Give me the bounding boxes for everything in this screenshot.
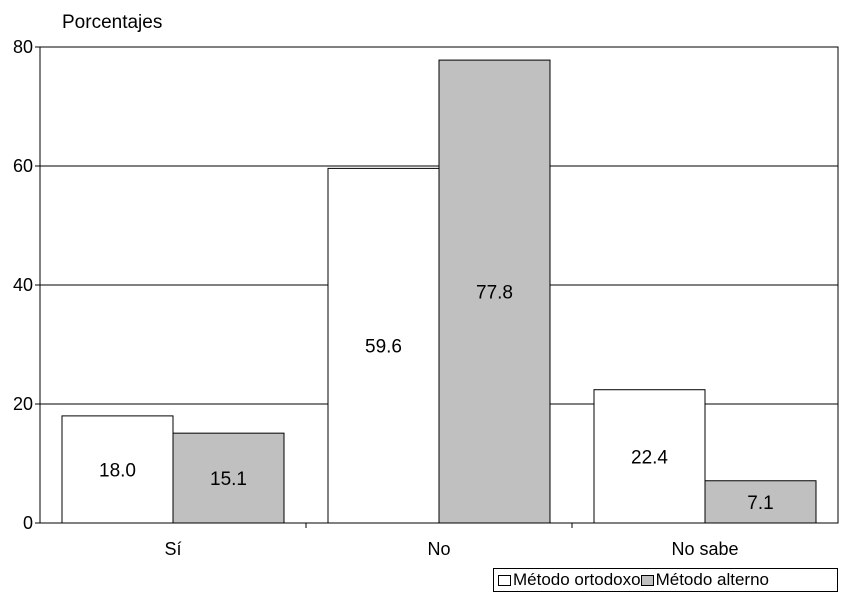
legend-label-ortodoxo: Método ortodoxo xyxy=(513,570,641,589)
bar-0-0 xyxy=(61,415,174,524)
bar-value-label: 7.1 xyxy=(747,493,773,514)
x-tick-label: No xyxy=(427,539,450,559)
legend-item-alterno: Método alterno xyxy=(640,570,769,590)
bar-1-1 xyxy=(438,59,551,524)
y-tick-label: 40 xyxy=(13,275,33,295)
y-tick-label: 20 xyxy=(13,394,33,414)
bar-value-label: 15.1 xyxy=(210,469,247,490)
legend-label-alterno: Método alterno xyxy=(655,570,769,589)
y-axis-ticks: 0 20 40 60 80 xyxy=(13,37,40,533)
x-axis-ticks: Sí No No sabe xyxy=(164,523,739,559)
bar-2-0 xyxy=(593,389,706,524)
plot-area xyxy=(39,46,839,524)
y-tick-label: 60 xyxy=(13,156,33,176)
bar-1-0 xyxy=(327,167,440,524)
bar-labels: 18.0 15.1 59.6 77.8 22.4 7.1 xyxy=(99,283,774,514)
y-tick-label: 0 xyxy=(23,513,33,533)
y-tick-label: 80 xyxy=(13,37,33,57)
bar-0-1 xyxy=(172,432,285,524)
bar-value-label: 22.4 xyxy=(631,447,668,468)
y-axis-title: Porcentajes xyxy=(62,12,162,33)
x-tick-label: No sabe xyxy=(671,539,738,559)
bar-value-label: 77.8 xyxy=(476,283,513,304)
legend-item-ortodoxo: Método ortodoxo xyxy=(498,570,641,590)
legend-swatch-ortodoxo-icon xyxy=(498,574,511,586)
bar-value-label: 59.6 xyxy=(365,337,402,358)
legend: Método ortodoxo Método alterno xyxy=(493,568,838,592)
x-tick-label: Sí xyxy=(164,539,181,559)
bar-2-1 xyxy=(704,480,817,524)
legend-swatch-alterno-icon xyxy=(640,574,654,586)
bar-value-label: 18.0 xyxy=(99,460,136,481)
bars xyxy=(61,59,817,524)
